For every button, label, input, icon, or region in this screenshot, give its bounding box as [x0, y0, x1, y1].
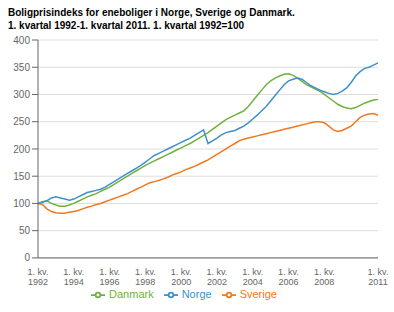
svg-text:400: 400 — [13, 35, 30, 46]
svg-text:1. kv.2006: 1. kv.2006 — [278, 267, 299, 287]
svg-text:1. kv.2008: 1. kv.2008 — [314, 267, 335, 287]
svg-text:1. kv.2002: 1. kv.2002 — [207, 267, 228, 287]
svg-text:1. kv.1998: 1. kv.1998 — [135, 267, 156, 287]
svg-text:350: 350 — [13, 62, 30, 73]
html-text:Danmark: Danmark — [109, 287, 154, 300]
svg-text:1. kv.1994: 1. kv.1994 — [63, 267, 84, 287]
svg-text:1. kv.2011: 1. kv.2011 — [368, 267, 386, 287]
svg-text:1. kv.2004: 1. kv.2004 — [242, 267, 263, 287]
html-text:Boligprisindeks for eneboliger: Boligprisindeks for eneboliger i Norge, … — [8, 7, 295, 18]
svg-text:200: 200 — [13, 144, 30, 155]
svg-text:300: 300 — [13, 89, 30, 100]
svg-text:1. kv.2000: 1. kv.2000 — [171, 267, 192, 287]
svg-text:1. kv.1996: 1. kv.1996 — [99, 267, 120, 287]
svg-text:50: 50 — [19, 225, 31, 236]
svg-text:0: 0 — [24, 252, 30, 263]
html-text:Norge: Norge — [181, 287, 212, 300]
svg-text:1. kv.1992: 1. kv.1992 — [28, 267, 49, 287]
svg-text:150: 150 — [13, 171, 30, 182]
svg-text:100: 100 — [13, 198, 30, 209]
svg-text:250: 250 — [13, 116, 30, 127]
html-text:1. kvartal 1992-1. kvartal 201: 1. kvartal 1992-1. kvartal 2011. 1. kvar… — [8, 20, 244, 31]
html-text:Sverige: Sverige — [239, 287, 277, 300]
